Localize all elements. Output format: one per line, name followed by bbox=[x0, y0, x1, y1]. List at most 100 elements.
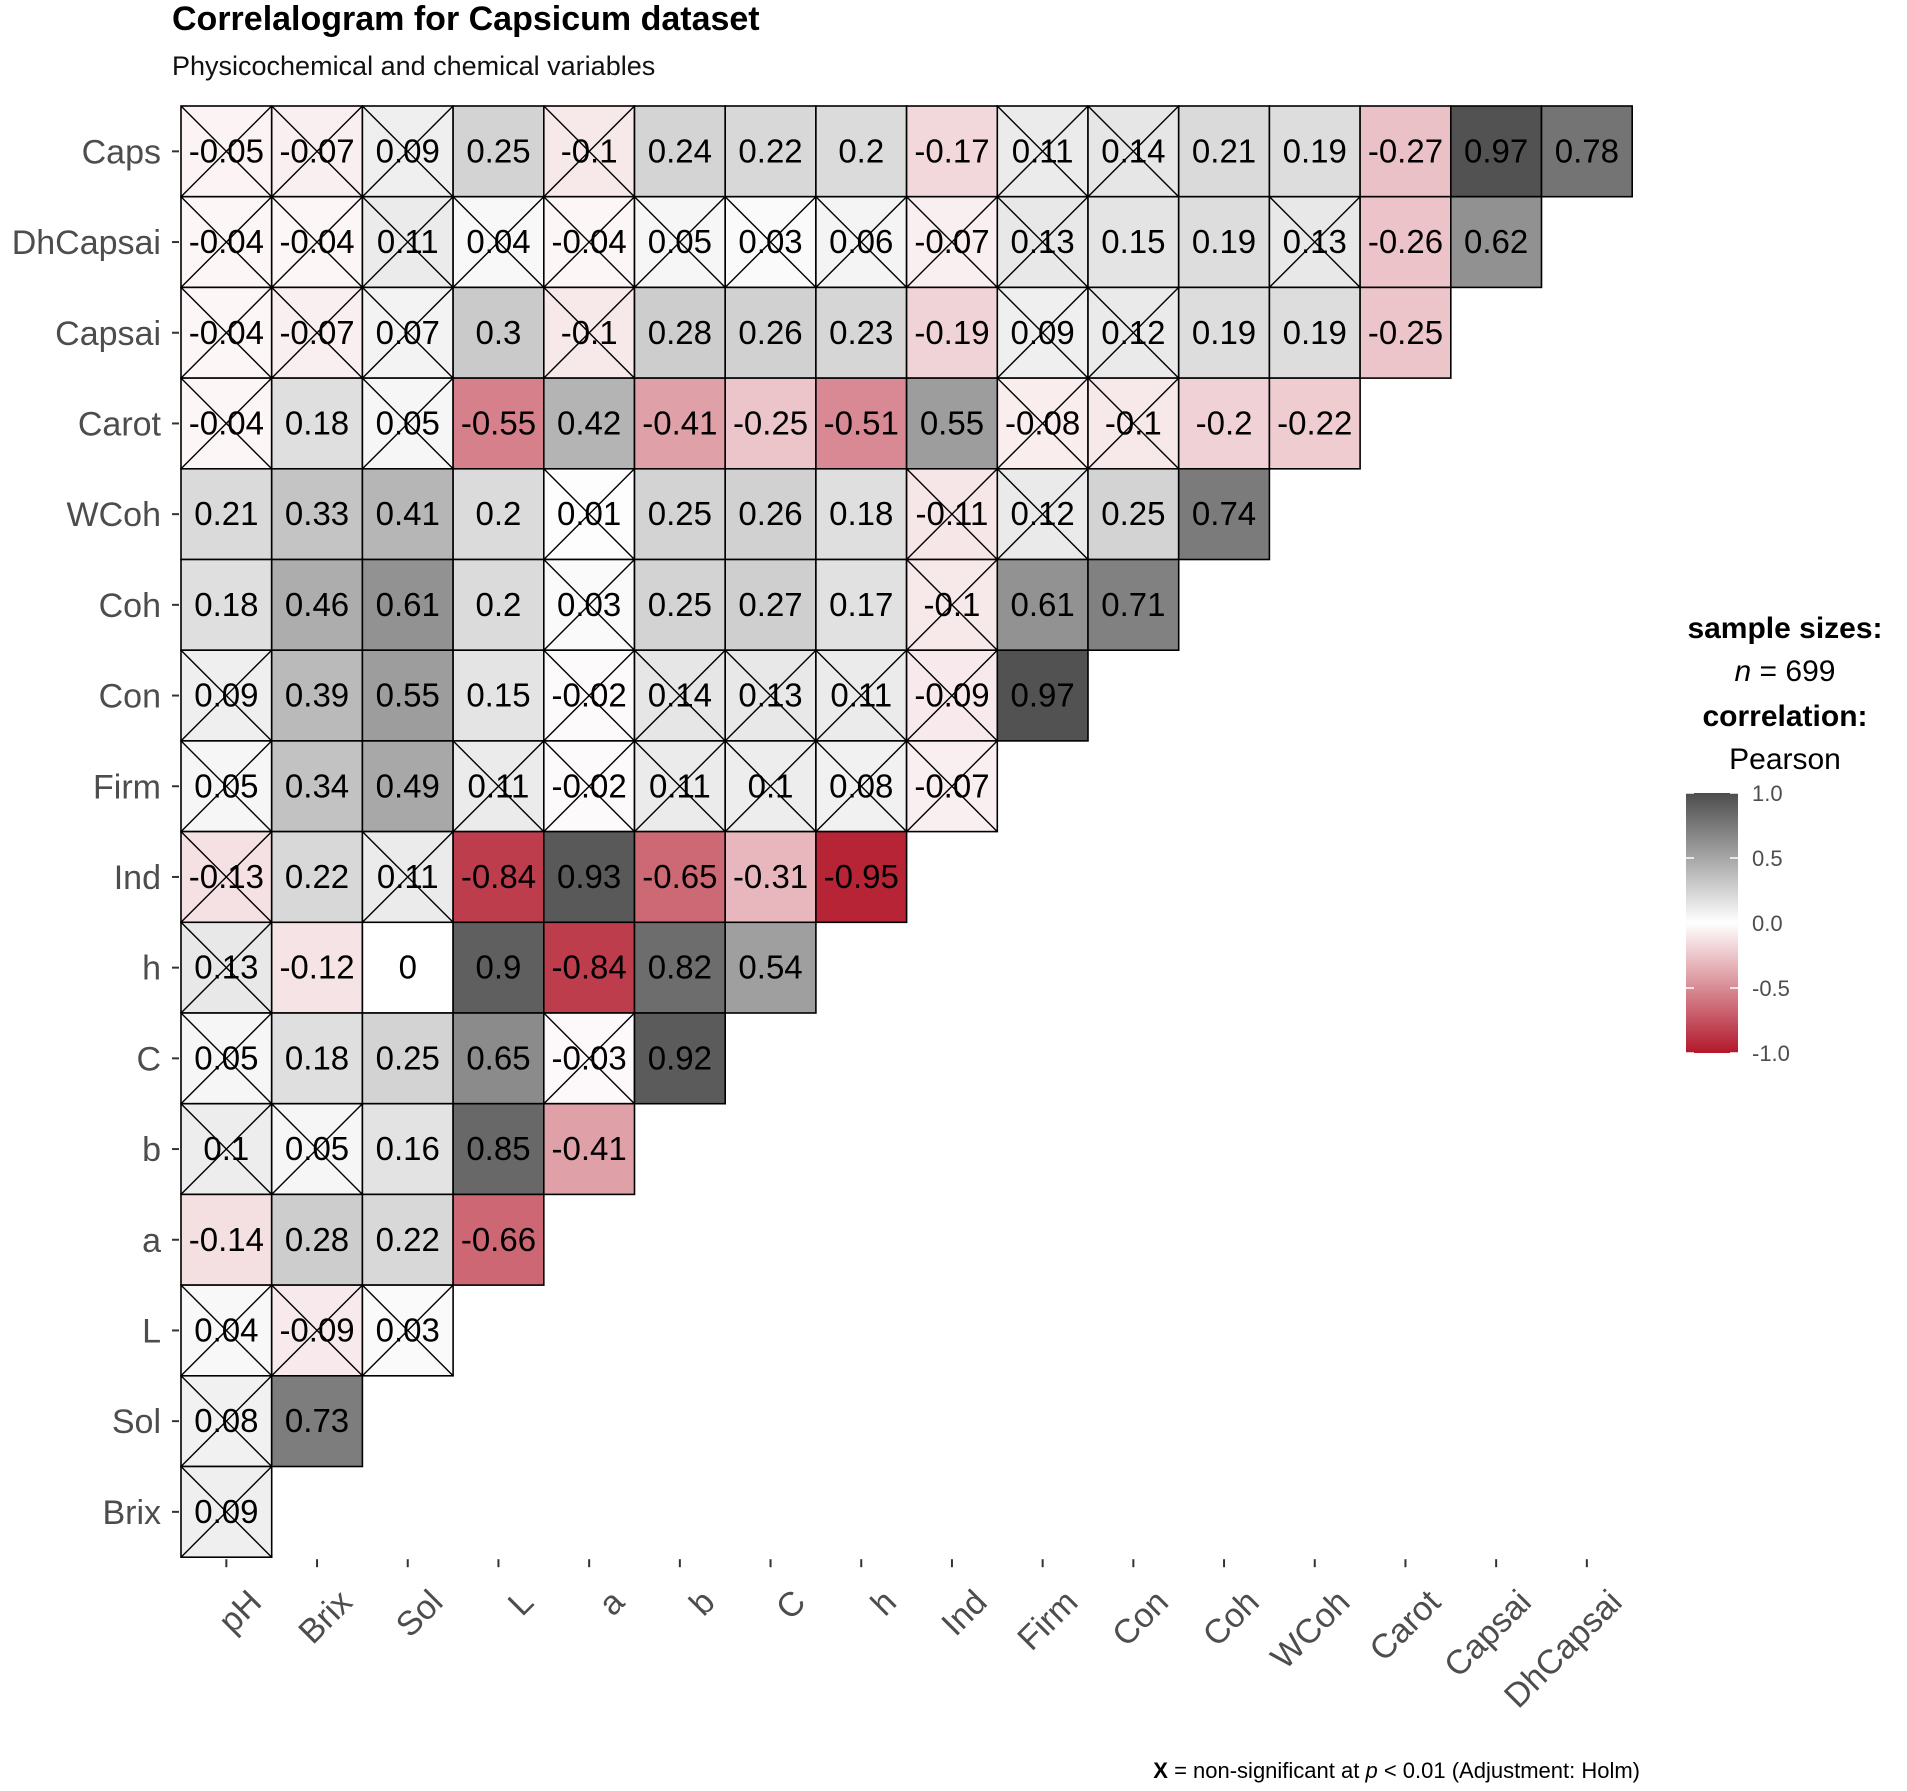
nonsig-cross-line bbox=[815, 649, 908, 742]
heatmap-cell: 0.61 bbox=[996, 558, 1089, 651]
nonsig-cross-line bbox=[361, 831, 454, 923]
cell-value-label: -0.27 bbox=[1368, 132, 1443, 169]
cell-value-label: -0.95 bbox=[824, 858, 899, 895]
legend-title-correlation: correlation: bbox=[1702, 700, 1868, 733]
heatmap-cell: -0.1 bbox=[542, 105, 636, 198]
heatmap-cell: -0.11 bbox=[905, 467, 999, 561]
cell-fill bbox=[1087, 558, 1180, 651]
heatmap-cell: 0.46 bbox=[270, 558, 364, 651]
x-tick-label: Brix bbox=[291, 1583, 359, 1651]
cell-value-label: 0.33 bbox=[285, 495, 349, 532]
nonsig-cross-line bbox=[996, 468, 1089, 560]
cell-value-label: 0.54 bbox=[738, 949, 802, 986]
cell-value-label: 0.62 bbox=[1464, 223, 1528, 260]
heatmap-cell: -0.19 bbox=[905, 286, 999, 379]
cell-value-label: 0.92 bbox=[648, 1039, 712, 1076]
nonsig-cross-line bbox=[906, 468, 998, 560]
x-tick-label: Carot bbox=[1362, 1583, 1448, 1669]
cell-fill bbox=[270, 1375, 364, 1468]
y-tick-label: Caps bbox=[82, 133, 161, 171]
heatmap-cell: 0.18 bbox=[815, 467, 908, 561]
heatmap-cell: 0.71 bbox=[1087, 558, 1180, 651]
cell-fill bbox=[633, 105, 726, 198]
heatmap-cell: 0.85 bbox=[452, 1102, 545, 1196]
cell-value-label: 0.3 bbox=[476, 314, 522, 351]
nonsig-cross-line bbox=[180, 1012, 273, 1105]
cell-value-label: 0.21 bbox=[194, 495, 258, 532]
y-tick-label: WCoh bbox=[67, 496, 161, 534]
legend-title-sample-sizes: sample sizes: bbox=[1687, 612, 1883, 645]
nonsig-cross-line bbox=[1087, 377, 1180, 470]
y-tick-label: Coh bbox=[99, 587, 161, 625]
cell-value-label: -0.41 bbox=[642, 404, 717, 441]
cell-value-label: 0.74 bbox=[1192, 495, 1256, 532]
y-tick-label: Sol bbox=[112, 1403, 161, 1441]
cell-value-label: -0.22 bbox=[1277, 404, 1352, 441]
cell-fill bbox=[180, 1193, 273, 1286]
cell-value-label: 0.09 bbox=[194, 677, 258, 714]
x-tick-label: WCoh bbox=[1264, 1583, 1358, 1677]
cell-value-label: 0.85 bbox=[466, 1130, 530, 1167]
heatmap-cell: 0.18 bbox=[270, 377, 364, 470]
cell-value-label: -0.25 bbox=[733, 404, 808, 441]
heatmap-cell: 0.25 bbox=[452, 105, 545, 198]
cell-value-label: 0.05 bbox=[376, 404, 440, 441]
cell-fill bbox=[724, 105, 817, 198]
cell-value-label: -0.17 bbox=[914, 132, 989, 169]
cell-fill bbox=[542, 1102, 636, 1196]
heatmap-cell: 0.03 bbox=[542, 558, 636, 651]
heatmap-cell: 0.25 bbox=[1087, 467, 1180, 561]
heatmap-cell: 0.06 bbox=[815, 195, 908, 289]
cell-value-label: 0.13 bbox=[738, 677, 802, 714]
heatmap-cell: -0.25 bbox=[1359, 286, 1452, 379]
cell-value-label: -0.07 bbox=[279, 132, 354, 169]
nonsig-cross-line bbox=[180, 1103, 273, 1195]
cell-fill bbox=[270, 921, 364, 1014]
legend-tick-label: 0.0 bbox=[1752, 911, 1783, 936]
cell-fill bbox=[1268, 105, 1361, 198]
y-tick-label: Carot bbox=[78, 405, 162, 443]
cell-value-label: 0.2 bbox=[838, 132, 884, 169]
x-tick-label: Firm bbox=[1010, 1583, 1085, 1658]
heatmap-cell: -0.04 bbox=[542, 195, 636, 289]
cell-value-label: 0.97 bbox=[1011, 677, 1075, 714]
nonsig-cross-line bbox=[543, 1012, 635, 1105]
heatmap-cell: 0.07 bbox=[361, 286, 454, 379]
heatmap-cell: -0.03 bbox=[542, 1012, 636, 1105]
nonsig-cross-line bbox=[180, 921, 273, 1014]
heatmap-cell: -0.22 bbox=[1268, 377, 1361, 470]
cell-value-label: -0.04 bbox=[189, 404, 264, 441]
chart-subtitle: Physicochemical and chemical variables bbox=[172, 51, 656, 81]
heatmap-cell: -0.07 bbox=[905, 740, 999, 833]
heatmap-cell: 0.04 bbox=[452, 195, 545, 289]
cell-fill bbox=[270, 377, 364, 470]
cell-fill bbox=[452, 558, 545, 651]
heatmap-cell: -0.17 bbox=[905, 105, 999, 198]
heatmap-cell: -0.09 bbox=[905, 649, 999, 742]
cell-value-label: -0.07 bbox=[279, 314, 354, 351]
nonsig-cross-line bbox=[543, 740, 635, 833]
nonsig-cross-line bbox=[724, 649, 817, 742]
cell-value-label: 0.1 bbox=[203, 1130, 249, 1167]
nonsig-cross-line bbox=[996, 377, 1089, 470]
cell-value-label: 0.55 bbox=[376, 677, 440, 714]
cell-fill bbox=[542, 377, 636, 470]
heatmap-cell: 0.15 bbox=[452, 649, 545, 742]
heatmap-cell: 0.78 bbox=[1540, 105, 1633, 198]
nonsig-cross-line bbox=[180, 1284, 273, 1377]
cell-value-label: -0.02 bbox=[552, 767, 627, 804]
nonsig-cross-line bbox=[271, 196, 363, 288]
cell-fill bbox=[815, 105, 908, 198]
cell-fill bbox=[724, 921, 817, 1014]
heatmap-cell: 0.16 bbox=[361, 1102, 454, 1196]
cell-value-label: 0.08 bbox=[829, 767, 893, 804]
heatmap-cell: -0.08 bbox=[996, 377, 1089, 470]
nonsig-cross-line bbox=[815, 196, 908, 288]
heatmap-cell: -0.04 bbox=[180, 377, 273, 470]
cell-fill bbox=[1177, 286, 1271, 379]
heatmap-cell: -0.02 bbox=[542, 649, 636, 742]
heatmap-cell: -0.14 bbox=[180, 1193, 273, 1286]
heatmap-cell: 0.19 bbox=[1177, 286, 1271, 379]
cell-value-label: 0.15 bbox=[466, 677, 530, 714]
cell-fill bbox=[270, 558, 364, 651]
